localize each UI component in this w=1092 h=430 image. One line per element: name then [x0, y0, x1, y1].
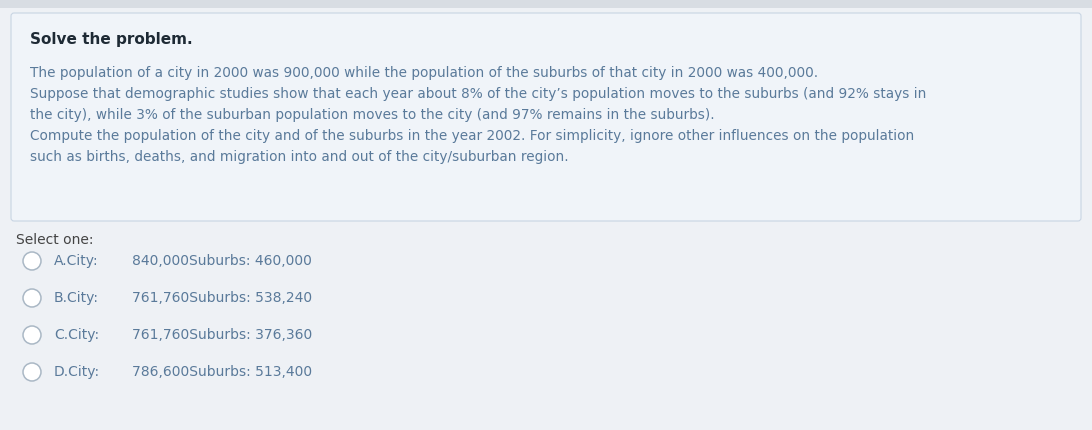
- Circle shape: [23, 289, 41, 307]
- Text: such as births, deaths, and migration into and out of the city/suburban region.: such as births, deaths, and migration in…: [29, 150, 569, 164]
- Text: the city), while 3% of the suburban population moves to the city (and 97% remain: the city), while 3% of the suburban popu…: [29, 108, 714, 122]
- Text: Suppose that demographic studies show that each year about 8% of the city’s popu: Suppose that demographic studies show th…: [29, 87, 926, 101]
- Text: The population of a city in 2000 was 900,000 while the population of the suburbs: The population of a city in 2000 was 900…: [29, 66, 818, 80]
- Text: 840,000Suburbs: 460,000: 840,000Suburbs: 460,000: [132, 254, 312, 268]
- Text: D.City:: D.City:: [54, 365, 100, 379]
- Text: C.City:: C.City:: [54, 328, 99, 342]
- Text: B.City:: B.City:: [54, 291, 99, 305]
- Text: 761,760Suburbs: 538,240: 761,760Suburbs: 538,240: [132, 291, 312, 305]
- Text: Compute the population of the city and of the suburbs in the year 2002. For simp: Compute the population of the city and o…: [29, 129, 914, 143]
- Text: 761,760Suburbs: 376,360: 761,760Suburbs: 376,360: [132, 328, 312, 342]
- FancyBboxPatch shape: [11, 13, 1081, 221]
- Text: A.City:: A.City:: [54, 254, 98, 268]
- Text: Solve the problem.: Solve the problem.: [29, 32, 192, 47]
- Circle shape: [23, 252, 41, 270]
- Text: Select one:: Select one:: [16, 233, 94, 247]
- Circle shape: [23, 326, 41, 344]
- Bar: [0, 0, 1092, 8]
- Text: 786,600Suburbs: 513,400: 786,600Suburbs: 513,400: [132, 365, 312, 379]
- Circle shape: [23, 363, 41, 381]
